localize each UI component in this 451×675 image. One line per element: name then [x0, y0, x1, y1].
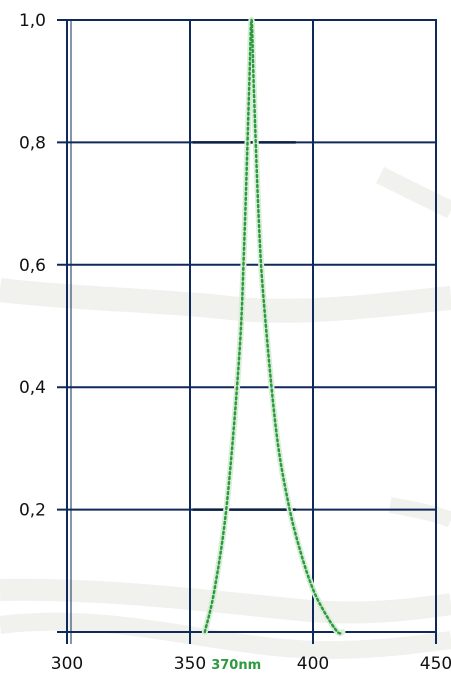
series-0-glow — [201, 16, 346, 637]
y-tick-label-0-6: 0,6 — [19, 256, 46, 276]
background-swoosh-3 — [0, 612, 451, 660]
series-0-line — [203, 18, 344, 635]
peak-wavelength-label: 370nm — [211, 658, 261, 673]
plot-frame — [66, 19, 437, 633]
x-tick-label-300: 300 — [51, 654, 83, 674]
y-tick-label-1: 1,0 — [19, 11, 46, 31]
y-tick-label-0-2: 0,2 — [19, 501, 46, 521]
y-tick-label-0-8: 0,8 — [19, 133, 46, 153]
annotation-layer: 370nm — [211, 658, 261, 673]
background-swoosh-4 — [375, 166, 451, 219]
x-tick-label-450: 450 — [420, 654, 451, 674]
tick-layer: 300 350 400 450 0,2 0,4 0,6 0,8 1,0 — [19, 11, 451, 674]
background-swoosh-1 — [0, 278, 451, 323]
background-swoosh-5 — [388, 497, 451, 528]
y-tick-label-0-4: 0,4 — [19, 378, 46, 398]
x-tick-label-350: 350 — [174, 654, 206, 674]
series-layer — [201, 16, 346, 637]
x-tick-label-400: 400 — [297, 654, 329, 674]
background-swoosh-2 — [0, 578, 451, 624]
